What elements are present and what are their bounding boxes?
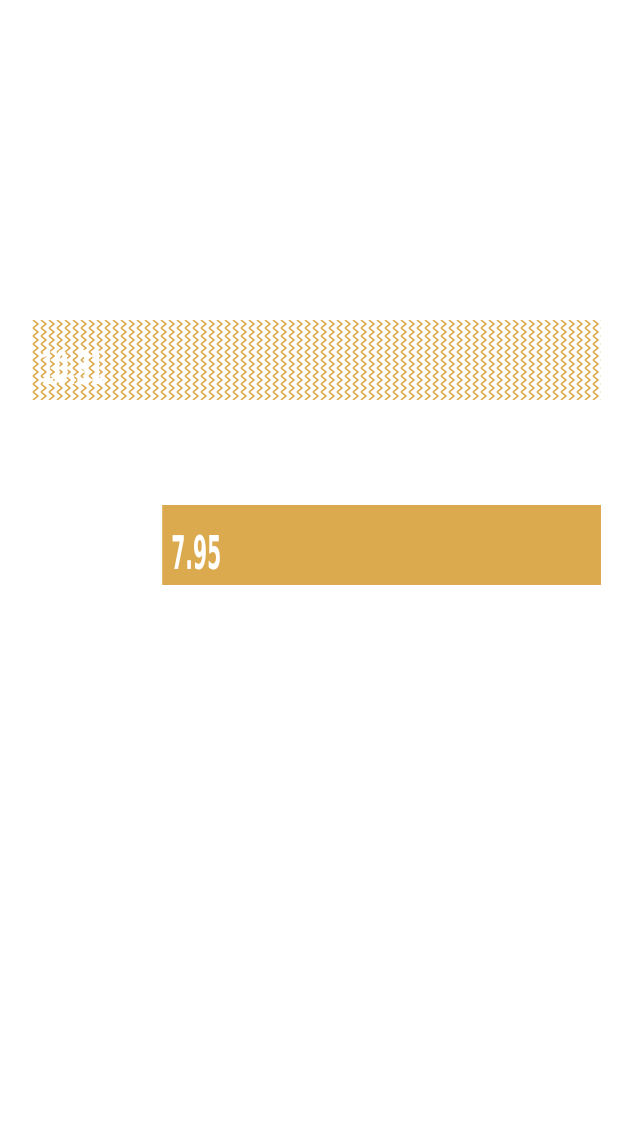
bar-value-label-2: 7.95 (171, 526, 221, 580)
bar-2 (162, 505, 601, 585)
bar-value-label-1: 10.31 (41, 341, 104, 395)
labels-layer: 10.31 7.95 (41, 341, 221, 580)
bars-layer (31, 320, 601, 585)
bar-1 (31, 320, 601, 400)
